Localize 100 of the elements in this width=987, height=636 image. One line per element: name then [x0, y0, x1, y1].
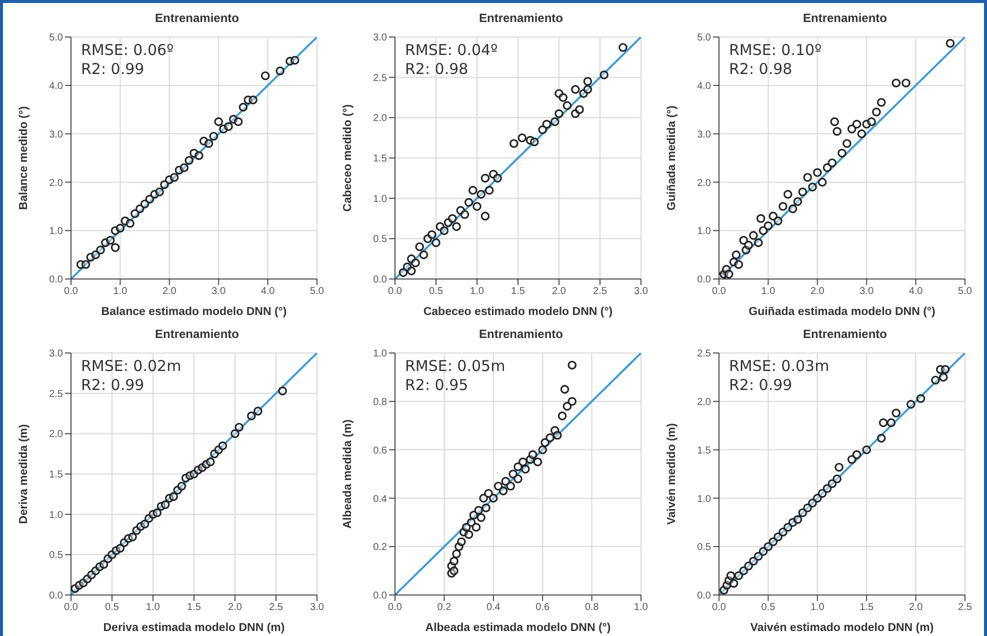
y-tick-label: 1.0: [697, 493, 712, 504]
point: [533, 457, 542, 466]
point: [140, 200, 150, 208]
point: [749, 556, 758, 566]
point: [842, 139, 852, 148]
y-tick-label: 0.5: [49, 550, 64, 561]
point: [808, 182, 817, 192]
point: [803, 172, 812, 182]
x-tick-label: 2.5: [269, 602, 284, 613]
y-tick-label: 4.0: [697, 80, 712, 92]
point: [476, 512, 486, 522]
x-axis-title: Deriva estimada modelo DNN (m): [103, 622, 285, 634]
x-tick-label: 1.0: [113, 286, 128, 298]
point: [940, 364, 950, 374]
point: [562, 101, 572, 110]
point: [818, 488, 827, 498]
point: [758, 546, 768, 556]
point: [484, 186, 494, 195]
point: [758, 226, 768, 235]
point: [145, 194, 154, 204]
x-tick-label: 0.5: [761, 602, 776, 613]
point: [407, 266, 416, 276]
x-tick-label: 3.0: [310, 602, 324, 613]
point: [568, 360, 577, 369]
point: [729, 578, 738, 588]
point: [554, 109, 564, 118]
point: [530, 137, 539, 146]
point: [96, 246, 105, 254]
point: [550, 117, 560, 126]
x-axis-title: Guiñada estimada modelo DNN (°): [748, 306, 936, 318]
y-tick-label: 2.0: [697, 178, 712, 189]
point: [938, 372, 948, 382]
chart-title: Entrenamiento: [802, 326, 888, 342]
point: [116, 224, 125, 233]
point: [160, 180, 169, 190]
point: [754, 238, 763, 248]
x-tick-label: 0.0: [388, 602, 402, 613]
point: [218, 440, 228, 450]
y-tick-label: 1.0: [49, 226, 64, 238]
annotation: RMSE: 0.06º: [81, 41, 174, 60]
x-tick-label: 1.5: [187, 602, 202, 613]
point: [464, 530, 474, 538]
annotation: RMSE: 0.05m: [405, 356, 506, 376]
point: [724, 270, 734, 279]
point: [552, 430, 562, 440]
point: [482, 502, 490, 512]
y-tick-label: 0.0: [697, 590, 712, 602]
point: [472, 522, 481, 532]
x-tick-label: 2.0: [810, 286, 825, 298]
point: [464, 198, 474, 207]
point: [184, 156, 194, 165]
x-axis-title: Balance estimado modelo DNN (°): [101, 306, 287, 318]
point: [234, 117, 243, 126]
point: [600, 70, 608, 80]
y-tick-label: 5.0: [49, 32, 64, 44]
y-tick-label: 1.5: [49, 469, 64, 480]
point: [892, 78, 901, 88]
point: [474, 505, 484, 514]
point: [214, 117, 223, 126]
x-tick-label: 0.4: [486, 602, 501, 613]
x-tick-label: 0.0: [388, 286, 402, 298]
x-axis-title: Cabeceo estimado modelo DNN (°): [423, 306, 613, 318]
x-tick-label: 0.0: [712, 602, 726, 613]
point: [248, 96, 258, 104]
point: [822, 484, 832, 492]
point: [180, 163, 189, 172]
point: [170, 172, 179, 182]
point: [828, 478, 837, 488]
point: [744, 561, 753, 570]
point: [878, 418, 888, 427]
x-tick-label: 0.0: [712, 286, 726, 298]
annotation: RMSE: 0.03m: [729, 356, 830, 376]
y-tick-label: 2.5: [373, 72, 388, 84]
point: [834, 462, 844, 472]
point: [852, 450, 862, 459]
point: [538, 444, 547, 454]
point: [493, 174, 502, 183]
point: [732, 250, 741, 260]
point: [886, 418, 896, 427]
point: [460, 210, 470, 219]
point: [931, 375, 940, 384]
point: [520, 464, 530, 474]
y-tick-label: 2.5: [49, 388, 64, 400]
point: [756, 214, 766, 223]
point: [432, 238, 440, 248]
point: [160, 500, 170, 509]
y-axis-title: Balance medido (°): [18, 106, 30, 210]
y-axis-title: Cabeceo medido (°): [342, 104, 354, 212]
x-tick-label: 3.0: [634, 286, 648, 298]
point: [847, 454, 856, 464]
point: [506, 481, 516, 490]
chart-title: Entrenamiento: [478, 326, 564, 342]
y-tick-label: 0.0: [373, 590, 388, 602]
point: [452, 548, 461, 558]
point: [793, 197, 802, 206]
point: [99, 559, 108, 568]
point: [906, 399, 916, 408]
point: [484, 488, 493, 498]
x-tick-label: 3.0: [860, 286, 874, 298]
point: [946, 38, 955, 48]
